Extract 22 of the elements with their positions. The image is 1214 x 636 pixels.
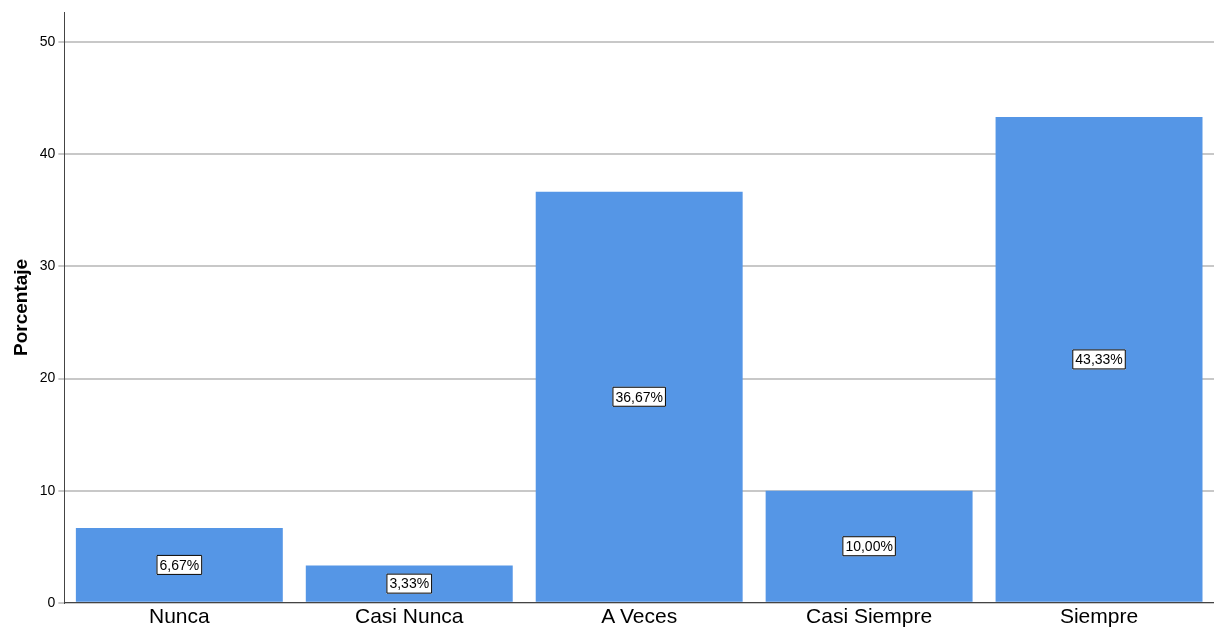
data-label: 3,33% xyxy=(389,575,430,592)
x-tick-label: Nunca xyxy=(148,604,211,628)
x-tick-label: A Veces xyxy=(601,604,678,628)
y-tick-label: 10 xyxy=(39,481,56,498)
data-label: 10,00% xyxy=(845,538,893,555)
y-tick-label: 40 xyxy=(39,145,56,162)
data-label: 36,67% xyxy=(615,388,663,405)
bar xyxy=(305,565,513,602)
y-tick-label: 50 xyxy=(39,33,56,50)
y-tick-label: 0 xyxy=(47,593,56,610)
x-tick-label: Casi Siempre xyxy=(806,604,933,628)
data-label: 43,33% xyxy=(1075,351,1123,368)
x-tick-label: Siempre xyxy=(1059,604,1139,628)
bar xyxy=(765,490,973,602)
bar xyxy=(995,117,1203,602)
bar xyxy=(535,191,743,602)
data-label: 6,67% xyxy=(159,556,200,573)
y-tick-label: 20 xyxy=(39,369,56,386)
x-tick-label: Casi Nunca xyxy=(354,604,464,628)
bar xyxy=(75,528,283,602)
y-axis-title: Porcentaje xyxy=(9,258,31,356)
y-tick-label: 30 xyxy=(39,257,56,274)
